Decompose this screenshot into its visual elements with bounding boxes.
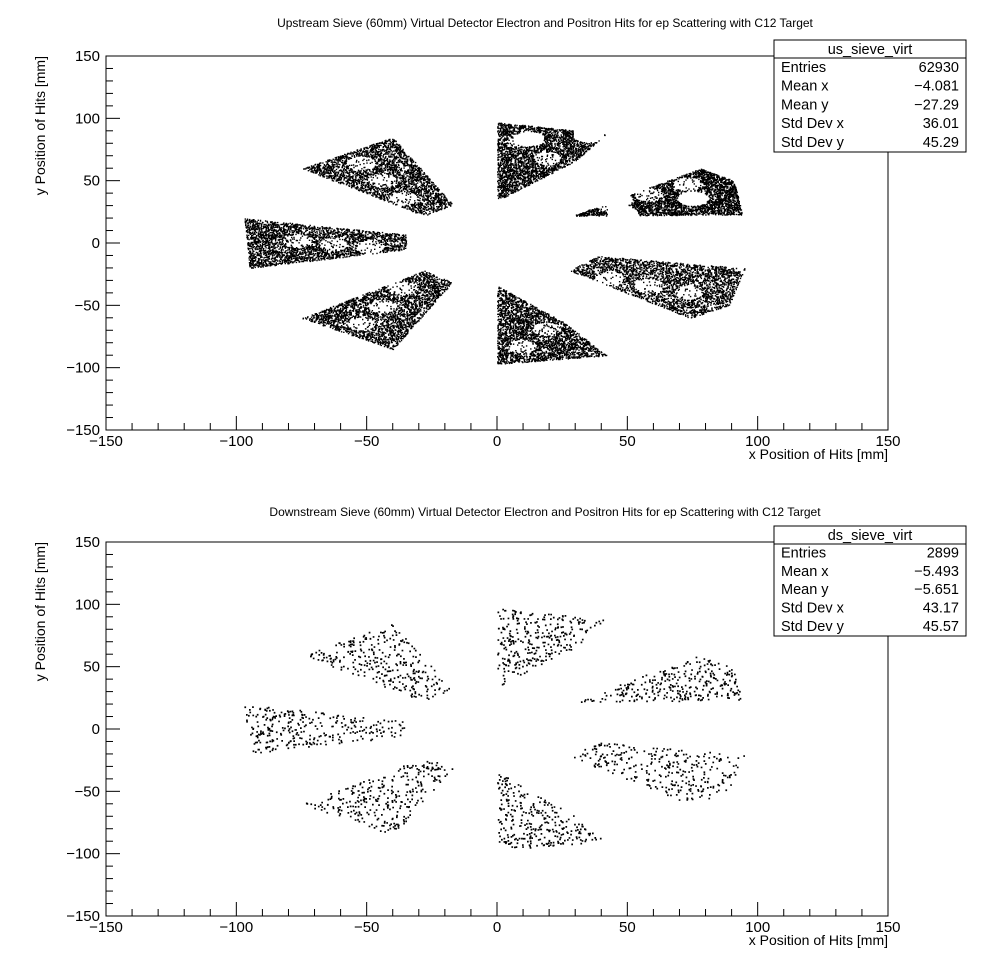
scatter-points bbox=[244, 608, 745, 849]
stats-box-frame bbox=[773, 39, 967, 153]
y-tick-label: 100 bbox=[75, 596, 100, 613]
x-tick-label: 0 bbox=[493, 919, 501, 936]
stats-value: 2899 bbox=[927, 545, 959, 561]
stats-label: Entries bbox=[781, 60, 826, 76]
stats-label: Mean y bbox=[781, 97, 829, 113]
stats-value: 62930 bbox=[919, 60, 959, 76]
y-tick-label: −150 bbox=[66, 422, 100, 439]
scatter-cluster-4 bbox=[497, 774, 602, 849]
x-tick-label: 150 bbox=[875, 433, 900, 450]
plot-frame bbox=[105, 55, 889, 431]
stats-value: 45.29 bbox=[923, 135, 959, 151]
plot-frame bbox=[105, 541, 889, 917]
y-tick-label: −50 bbox=[75, 783, 100, 800]
stats-value: 43.17 bbox=[923, 601, 959, 617]
stats-label: Entries bbox=[781, 545, 826, 561]
y-tick-label: 150 bbox=[75, 48, 100, 65]
scatter-cluster-1 bbox=[497, 608, 605, 686]
scatter-cluster-6 bbox=[244, 218, 408, 269]
y-tick-label: −50 bbox=[75, 297, 100, 314]
scatter-cluster-6 bbox=[244, 706, 406, 754]
scatter-cluster-3 bbox=[570, 256, 746, 319]
x-tick-label: −100 bbox=[219, 433, 253, 450]
y-tick-label: 0 bbox=[92, 235, 100, 252]
scatter-cluster-7 bbox=[310, 624, 450, 700]
y-tick-label: 50 bbox=[83, 659, 100, 676]
x-tick-label: −50 bbox=[354, 433, 379, 450]
x-tick-label: 0 bbox=[493, 433, 501, 450]
stats-label: Mean y bbox=[781, 582, 829, 598]
y-tick-label: −100 bbox=[66, 360, 100, 377]
x-tick-label: −150 bbox=[89, 433, 123, 450]
scatter-cluster-2 bbox=[575, 168, 743, 217]
scatter-cluster-3 bbox=[574, 742, 745, 801]
stats-label: Std Dev x bbox=[781, 116, 845, 132]
stats-value: −27.29 bbox=[914, 97, 959, 113]
x-tick-label: 50 bbox=[619, 919, 636, 936]
x-tick-label: −50 bbox=[354, 919, 379, 936]
scatter-cluster-4 bbox=[497, 286, 608, 365]
stats-label: Std Dev y bbox=[781, 135, 845, 151]
stats-value: −5.493 bbox=[914, 564, 959, 580]
stats-label: Std Dev y bbox=[781, 619, 845, 635]
x-axis-title: x Position of Hits [mm] bbox=[749, 932, 888, 948]
stats-value: −4.081 bbox=[914, 79, 959, 95]
scatter-cluster-1 bbox=[497, 122, 606, 200]
x-tick-label: −100 bbox=[219, 919, 253, 936]
axis-ticks bbox=[105, 541, 889, 917]
axis-ticks bbox=[105, 55, 889, 431]
stats-label: Mean x bbox=[781, 564, 829, 580]
x-tick-label: 100 bbox=[745, 919, 770, 936]
y-axis-title: y Position of Hits [mm] bbox=[32, 56, 48, 195]
plot-panel-downstream: Downstream Sieve (60mm) Virtual Detector… bbox=[32, 505, 967, 948]
y-tick-label: 0 bbox=[92, 721, 100, 738]
y-tick-label: 50 bbox=[83, 173, 100, 190]
scatter-points bbox=[244, 122, 746, 365]
scatter-cluster-5 bbox=[305, 760, 454, 833]
stats-value: 36.01 bbox=[923, 116, 959, 132]
chart-title: Downstream Sieve (60mm) Virtual Detector… bbox=[269, 505, 821, 519]
x-tick-label: 150 bbox=[875, 919, 900, 936]
scatter-cluster-2 bbox=[580, 656, 742, 703]
stats-label: Mean x bbox=[781, 79, 829, 95]
x-axis-title: x Position of Hits [mm] bbox=[749, 446, 888, 462]
y-axis-title: y Position of Hits [mm] bbox=[32, 542, 48, 681]
stats-box-name: ds_sieve_virt bbox=[828, 528, 913, 544]
scatter-cluster-7 bbox=[303, 138, 453, 216]
y-tick-label: 100 bbox=[75, 110, 100, 127]
y-tick-label: −100 bbox=[66, 846, 100, 863]
y-tick-label: −150 bbox=[66, 908, 100, 925]
chart-title: Upstream Sieve (60mm) Virtual Detector E… bbox=[277, 16, 813, 30]
scatter-cluster-5 bbox=[302, 270, 452, 351]
x-tick-label: 100 bbox=[745, 433, 770, 450]
plot-panel-upstream: Upstream Sieve (60mm) Virtual Detector E… bbox=[32, 16, 967, 462]
stats-box-name: us_sieve_virt bbox=[828, 42, 913, 58]
stats-value: 45.57 bbox=[923, 619, 959, 635]
stats-label: Std Dev x bbox=[781, 601, 845, 617]
y-tick-label: 150 bbox=[75, 534, 100, 551]
x-tick-label: −150 bbox=[89, 919, 123, 936]
stats-value: −5.651 bbox=[914, 582, 959, 598]
x-tick-label: 50 bbox=[619, 433, 636, 450]
